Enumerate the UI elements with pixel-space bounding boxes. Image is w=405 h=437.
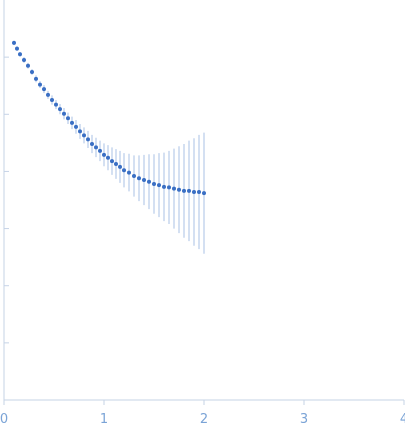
data-point <box>118 164 122 169</box>
data-point <box>114 162 118 166</box>
data-point <box>167 185 171 190</box>
data-point <box>94 145 98 150</box>
ticks: 0 1 2 3 4 <box>0 56 405 427</box>
data-point <box>147 179 151 184</box>
data-point <box>182 188 186 193</box>
data-point <box>26 63 30 68</box>
data-point <box>34 76 38 81</box>
data-point <box>86 137 90 142</box>
data-point <box>54 102 58 107</box>
data-point <box>42 87 46 92</box>
data-point <box>152 182 156 186</box>
x-tick-label: 1 <box>100 412 108 427</box>
data-point <box>162 184 166 189</box>
data-point <box>202 191 206 196</box>
data-point <box>22 58 26 62</box>
data-point <box>58 107 62 112</box>
data-point <box>192 190 196 194</box>
data-point <box>102 152 106 157</box>
error-bars <box>13 40 205 254</box>
data-point <box>106 155 110 160</box>
data-point <box>50 98 54 102</box>
data-point <box>82 133 86 138</box>
data-point <box>172 186 176 191</box>
data-point <box>66 116 70 121</box>
data-point <box>38 82 42 87</box>
data-point <box>90 142 94 146</box>
data-point <box>12 40 16 45</box>
data-point <box>46 92 50 97</box>
data-point <box>110 159 114 164</box>
data-point <box>15 46 19 51</box>
data-point <box>187 188 191 193</box>
x-tick-label: 0 <box>0 412 8 427</box>
data-point <box>137 176 141 181</box>
data-point <box>98 148 102 153</box>
data-point <box>142 178 146 182</box>
data-point <box>70 120 74 125</box>
data-point <box>122 168 126 173</box>
data-point <box>30 70 34 74</box>
data-point <box>197 190 201 194</box>
x-tick-label: 4 <box>400 412 405 427</box>
x-tick-label: 3 <box>300 412 308 427</box>
data-point <box>127 170 131 175</box>
data-point <box>132 174 136 178</box>
data-point <box>74 124 78 129</box>
data-points <box>12 40 206 196</box>
data-point <box>78 129 82 134</box>
data-point <box>62 111 66 116</box>
data-point <box>18 52 22 57</box>
data-point <box>157 183 161 188</box>
x-tick-label: 2 <box>200 412 208 427</box>
data-point <box>177 187 181 192</box>
